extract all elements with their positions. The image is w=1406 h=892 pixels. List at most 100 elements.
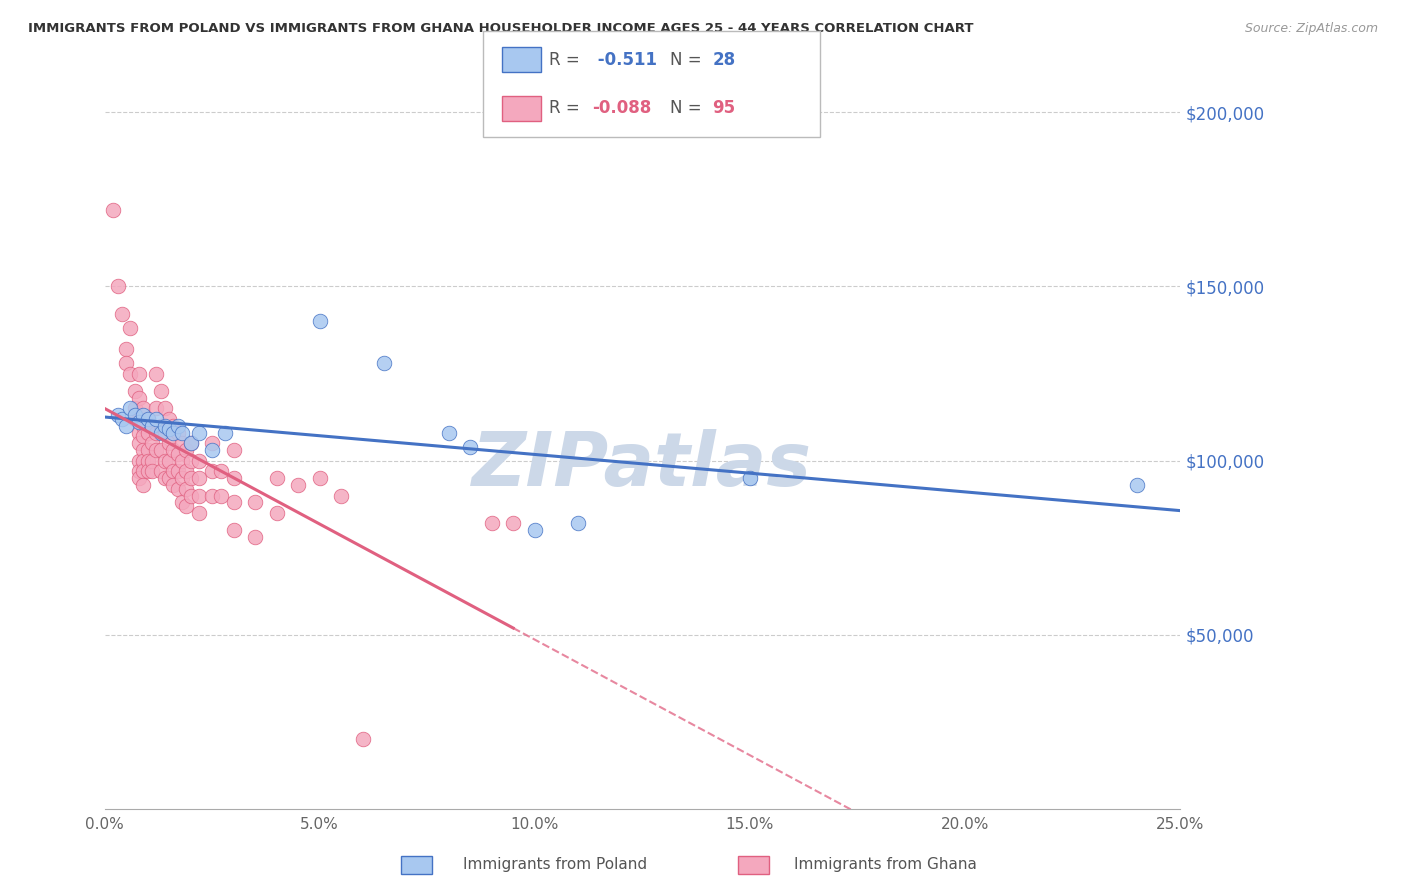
Point	[136, 412, 159, 426]
Point	[157, 412, 180, 426]
Text: 28: 28	[713, 51, 735, 69]
Point	[188, 453, 211, 467]
Point	[166, 464, 188, 478]
Text: R =: R =	[550, 99, 585, 118]
Text: 95: 95	[713, 99, 735, 118]
Point	[214, 425, 236, 440]
Point	[738, 471, 761, 485]
Point	[245, 495, 267, 509]
Point	[128, 367, 150, 381]
Point	[157, 453, 180, 467]
Point	[132, 453, 155, 467]
Point	[180, 436, 202, 450]
Point	[128, 471, 150, 485]
Point	[201, 443, 224, 458]
Point	[136, 453, 159, 467]
Text: IMMIGRANTS FROM POLAND VS IMMIGRANTS FROM GHANA HOUSEHOLDER INCOME AGES 25 - 44 : IMMIGRANTS FROM POLAND VS IMMIGRANTS FRO…	[28, 22, 973, 36]
Point	[437, 425, 460, 440]
Point	[111, 412, 134, 426]
Point	[222, 495, 245, 509]
Point	[287, 478, 309, 492]
Point	[132, 401, 155, 416]
Point	[124, 412, 146, 426]
Point	[266, 506, 288, 520]
Point	[141, 464, 163, 478]
Point	[308, 471, 330, 485]
Point	[201, 489, 224, 503]
Point	[128, 415, 150, 429]
Point	[153, 471, 176, 485]
Point	[149, 384, 172, 398]
Point	[124, 384, 146, 398]
Point	[172, 453, 194, 467]
Point	[132, 409, 155, 423]
Point	[128, 464, 150, 478]
Point	[166, 482, 188, 496]
Point	[188, 425, 211, 440]
Point	[157, 422, 180, 436]
Text: N =: N =	[671, 99, 707, 118]
Point	[180, 471, 202, 485]
Text: -0.511: -0.511	[592, 51, 657, 69]
Point	[266, 471, 288, 485]
Point	[166, 425, 188, 440]
Point	[188, 506, 211, 520]
Point	[180, 489, 202, 503]
Point	[141, 418, 163, 433]
Point	[176, 443, 198, 458]
Point	[145, 425, 167, 440]
Point	[176, 464, 198, 478]
Point	[115, 342, 138, 356]
Point	[128, 391, 150, 405]
Point	[157, 471, 180, 485]
Text: N =: N =	[671, 51, 707, 69]
Point	[373, 356, 395, 370]
Point	[308, 314, 330, 328]
Point	[352, 732, 374, 747]
Point	[124, 401, 146, 416]
Point	[172, 436, 194, 450]
Point	[180, 436, 202, 450]
Text: ZIPatlas: ZIPatlas	[472, 429, 813, 501]
Point	[180, 453, 202, 467]
Point	[145, 412, 167, 426]
Point	[103, 202, 125, 217]
Point	[141, 418, 163, 433]
Point	[1126, 478, 1149, 492]
Point	[162, 478, 184, 492]
Point	[120, 321, 142, 335]
Point	[115, 418, 138, 433]
Point	[222, 443, 245, 458]
Point	[481, 516, 503, 531]
Point	[107, 279, 129, 293]
Point	[120, 367, 142, 381]
Point	[132, 443, 155, 458]
Point	[141, 453, 163, 467]
Point	[166, 447, 188, 461]
Point	[145, 443, 167, 458]
Point	[115, 356, 138, 370]
Point	[149, 443, 172, 458]
Point	[172, 495, 194, 509]
Point	[149, 425, 172, 440]
Text: Immigrants from Poland: Immigrants from Poland	[464, 857, 647, 872]
Point	[153, 453, 176, 467]
Point	[172, 471, 194, 485]
Text: R =: R =	[550, 51, 585, 69]
Point	[188, 471, 211, 485]
Point	[153, 418, 176, 433]
Point	[153, 401, 176, 416]
Point	[162, 425, 184, 440]
Point	[120, 401, 142, 416]
Point	[136, 412, 159, 426]
Point	[145, 367, 167, 381]
Point	[162, 464, 184, 478]
Point	[172, 425, 194, 440]
Point	[136, 425, 159, 440]
Point	[176, 499, 198, 513]
Point	[166, 418, 188, 433]
Point	[176, 482, 198, 496]
Point	[132, 464, 155, 478]
Point	[132, 429, 155, 443]
Point	[157, 436, 180, 450]
